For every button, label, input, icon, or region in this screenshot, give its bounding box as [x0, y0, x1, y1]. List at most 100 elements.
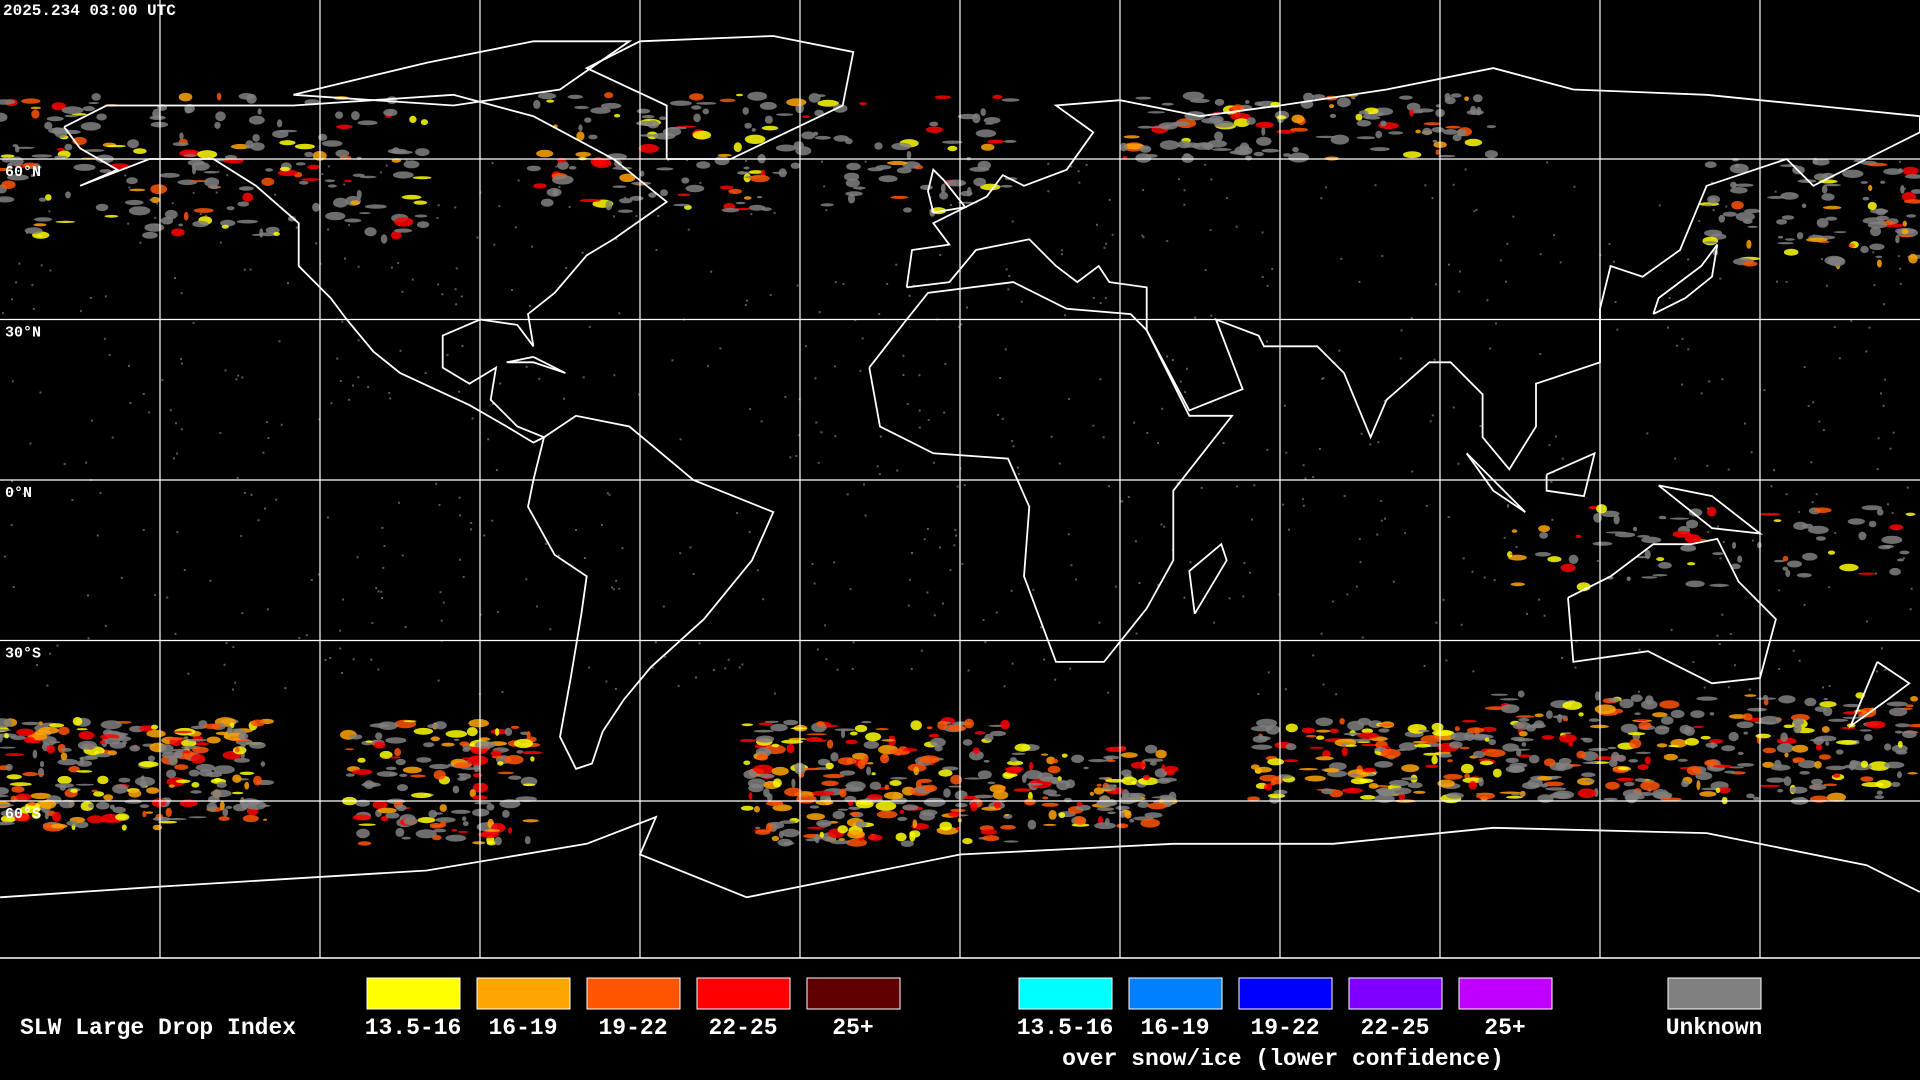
cloud-speck	[1884, 222, 1887, 224]
cloud-patch	[345, 773, 355, 777]
cloud-patch	[948, 785, 962, 788]
cloud-patch	[1792, 757, 1805, 763]
cloud-speck	[390, 266, 393, 269]
cloud-patch	[171, 228, 185, 237]
cloud-speck	[1471, 570, 1474, 573]
cloud-patch	[772, 171, 788, 174]
cloud-patch	[191, 754, 206, 764]
cloud-patch	[1103, 755, 1120, 760]
cloud-speck	[1899, 267, 1902, 270]
cloud-speck	[1424, 184, 1427, 187]
cloud-patch	[1003, 139, 1017, 143]
cloud-patch	[761, 125, 779, 131]
cloud-patch	[1568, 742, 1574, 747]
cloud-speck	[71, 499, 74, 502]
cloud-patch	[1860, 181, 1869, 184]
cloud-patch	[118, 777, 131, 783]
cloud-speck	[1507, 504, 1510, 507]
cloud-patch	[150, 196, 160, 204]
snow-ice-note: over snow/ice (lower confidence)	[1062, 1046, 1504, 1072]
cloud-patch	[1368, 783, 1379, 789]
cloud-patch	[1027, 819, 1037, 830]
cloud-speck	[249, 268, 252, 271]
cloud-speck	[750, 213, 753, 216]
cloud-speck	[1209, 229, 1212, 232]
cloud-speck	[424, 372, 427, 374]
cloud-patch	[1546, 710, 1553, 719]
legend-title: SLW Large Drop Index	[20, 1015, 296, 1041]
cloud-speck	[1489, 347, 1492, 350]
cloud-speck	[175, 422, 177, 425]
cloud-patch	[1143, 758, 1164, 762]
cloud-speck	[1121, 500, 1124, 503]
cloud-patch	[1083, 766, 1089, 770]
cloud-patch	[1475, 792, 1496, 800]
cloud-patch	[49, 741, 61, 744]
cloud-speck	[995, 611, 998, 614]
cloud-patch	[358, 823, 376, 826]
cloud-patch	[813, 131, 819, 136]
cloud-speck	[459, 514, 462, 517]
cloud-patch	[433, 770, 446, 780]
cloud-patch	[1527, 778, 1543, 788]
cloud-patch	[1796, 573, 1812, 578]
legend: 13.5-16 16-19 19-22 22-25 25+ 13.5-16 16-19 19-…	[365, 977, 1762, 1041]
cloud-patch	[1818, 754, 1831, 760]
cloud-patch	[689, 93, 704, 101]
cloud-speck	[1098, 621, 1101, 624]
cloud-speck	[1681, 383, 1684, 386]
cloud-patch	[453, 738, 460, 741]
cloud-patch	[1450, 732, 1471, 741]
cloud-patch	[1246, 117, 1256, 125]
cloud-speck	[458, 496, 461, 499]
cloud-patch	[0, 196, 15, 203]
cloud-patch	[1484, 737, 1490, 742]
cloud-patch	[1776, 219, 1788, 225]
cloud-patch	[759, 101, 777, 110]
cloud-patch	[1403, 151, 1422, 159]
cloud-patch	[840, 729, 846, 739]
cloud-patch	[1875, 255, 1883, 258]
cloud-speck	[1176, 482, 1179, 485]
cloud-speck	[1160, 523, 1163, 526]
cloud-speck	[1060, 249, 1063, 252]
cloud-speck	[1891, 512, 1894, 515]
cloud-speck	[912, 284, 915, 287]
cloud-speck	[954, 529, 957, 531]
cloud-speck	[459, 558, 461, 561]
cloud-patch	[429, 823, 443, 827]
cloud-speck	[605, 680, 608, 683]
cloud-patch	[277, 169, 298, 177]
cloud-speck	[1561, 457, 1564, 460]
cloud-patch	[333, 197, 348, 208]
cloud-speck	[1658, 204, 1661, 207]
cloud-speck	[1561, 656, 1564, 659]
cloud-patch	[1894, 730, 1903, 734]
cloud-patch	[890, 195, 909, 199]
cloud-patch	[1712, 552, 1724, 556]
cloud-speck	[1284, 404, 1286, 407]
cloud-patch	[1541, 735, 1555, 740]
cloud-speck	[1668, 296, 1671, 299]
cloud-patch	[855, 821, 867, 828]
cloud-speck	[327, 228, 330, 231]
cloud-speck	[250, 493, 253, 496]
cloud-patch	[1431, 755, 1438, 765]
cloud-speck	[381, 597, 383, 599]
cloud-patch	[743, 760, 751, 766]
cloud-patch	[779, 820, 797, 824]
cloud-speck	[1550, 480, 1553, 483]
cloud-speck	[219, 241, 222, 244]
cloud-speck	[1452, 183, 1455, 186]
cloud-speck	[741, 663, 744, 666]
cloud-speck	[588, 325, 591, 328]
cloud-patch	[1792, 744, 1809, 753]
cloud-patch	[875, 728, 889, 731]
cloud-speck	[1778, 589, 1781, 592]
cloud-speck	[1107, 691, 1110, 694]
cloud-speck	[455, 303, 458, 306]
cloud-patch	[1869, 243, 1885, 251]
cloud-speck	[1719, 277, 1722, 280]
cloud-speck	[1338, 349, 1341, 352]
cloud-patch	[1713, 764, 1733, 768]
